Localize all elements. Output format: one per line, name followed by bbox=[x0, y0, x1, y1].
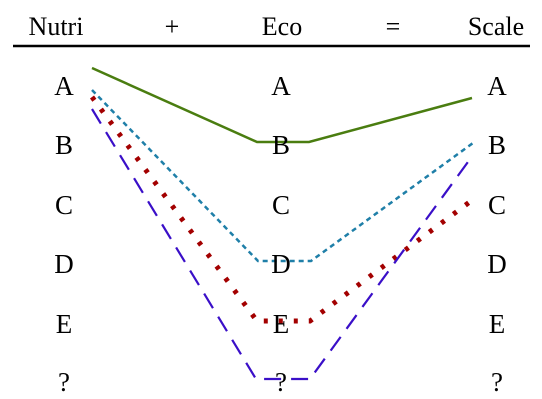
scale-grade-d: D bbox=[487, 249, 507, 279]
scale-grade-e: E bbox=[489, 309, 506, 339]
path-a-d-b bbox=[91, 89, 474, 263]
nutri-grade-a: A bbox=[54, 71, 74, 101]
scale-grade-b: B bbox=[488, 130, 506, 160]
eco-grade-e: E bbox=[273, 309, 290, 339]
nutri-grade-unknown: ? bbox=[58, 367, 70, 394]
header-eco: Eco bbox=[262, 12, 302, 41]
column-nutri: A B C D E ? bbox=[54, 71, 74, 397]
nutri-grade-b: B bbox=[55, 130, 73, 160]
eco-grade-a: A bbox=[271, 71, 291, 101]
path-a-b-a bbox=[91, 66, 473, 144]
nutri-grade-d: D bbox=[54, 249, 74, 279]
header-nutri: Nutri bbox=[29, 12, 84, 41]
scale-grade-unknown: ? bbox=[491, 367, 503, 394]
header-plus: + bbox=[165, 12, 180, 41]
header-scale: Scale bbox=[468, 12, 524, 41]
eco-grade-unknown: ? bbox=[275, 367, 287, 394]
header-equals: = bbox=[386, 12, 401, 41]
eco-grade-c: C bbox=[272, 190, 290, 220]
column-scale: A B C D E ? bbox=[487, 71, 507, 397]
scale-grade-a: A bbox=[487, 71, 507, 101]
nutri-grade-e: E bbox=[56, 309, 73, 339]
nutri-grade-c: C bbox=[55, 190, 73, 220]
eco-grade-d: D bbox=[271, 249, 291, 279]
eco-grade-b: B bbox=[272, 130, 290, 160]
column-eco: A B C D E ? bbox=[271, 71, 291, 397]
scale-grade-c: C bbox=[488, 190, 506, 220]
